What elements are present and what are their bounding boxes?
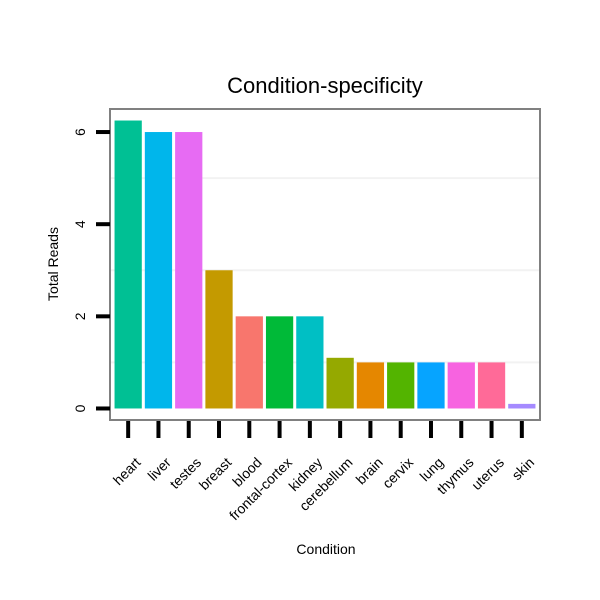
chart-title: Condition-specificity [227, 73, 423, 98]
bar-liver [144, 132, 173, 409]
bar-kidney [296, 316, 324, 409]
bar-blood [235, 316, 263, 409]
y-axis-label: Total Reads [45, 227, 61, 301]
y-tick-label: 6 [72, 128, 88, 136]
bar-frontal-cortex [265, 316, 294, 409]
bar-uterus [477, 362, 506, 409]
y-tick-label: 0 [72, 404, 88, 412]
y-axis-ticks: 0 2 4 6 [72, 128, 110, 412]
x-axis-label: Condition [296, 541, 355, 557]
bar-skin [508, 403, 536, 409]
bar-testes [175, 132, 203, 409]
y-tick-label: 2 [72, 312, 88, 320]
bar-heart [114, 120, 142, 409]
y-tick-label: 4 [72, 220, 88, 228]
plot-panel-border [109, 108, 541, 421]
bar-thymus [447, 362, 475, 409]
bar-cerebellum [326, 357, 354, 409]
bar-lung [417, 362, 445, 409]
bars [114, 120, 536, 409]
bar-breast [205, 270, 233, 409]
bar-cervix [387, 362, 415, 409]
bar-brain [356, 362, 385, 409]
